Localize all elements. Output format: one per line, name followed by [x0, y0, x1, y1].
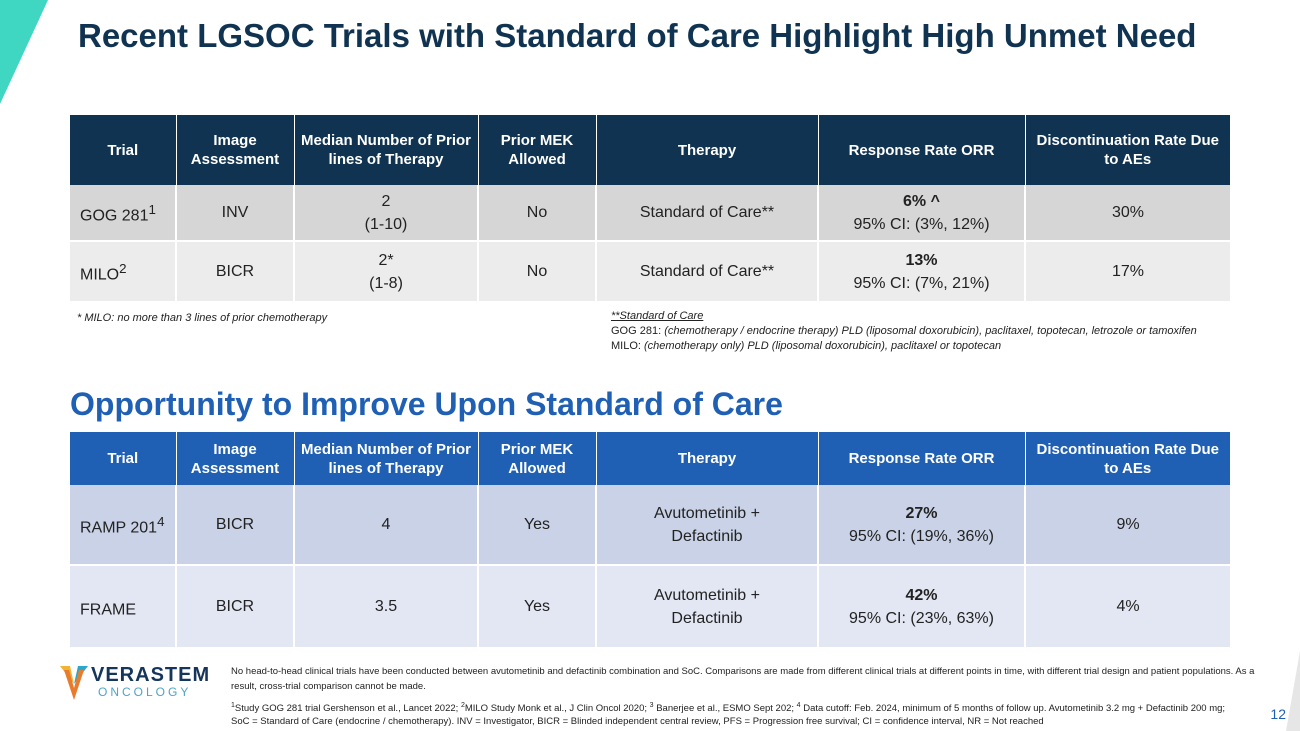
discontinuation-cell: 4%: [1024, 565, 1230, 647]
table-row: FRAME BICR 3.5 Yes Avutometinib + Defacti…: [70, 565, 1230, 647]
header-prior-lines: Median Number of Prior lines of Therapy: [293, 432, 478, 485]
header-image-assessment: Image Assessment: [175, 115, 294, 185]
header-trial: Trial: [70, 115, 176, 185]
header-response-rate: Response Rate ORR: [817, 432, 1025, 485]
table-header-row: Trial Image Assessment Median Number of …: [70, 115, 1230, 185]
opportunity-table: Trial Image Assessment Median Number of …: [70, 432, 1230, 647]
prior-lines-cell: 4: [293, 485, 478, 566]
orr-cell: 42% 95% CI: (23%, 63%): [817, 565, 1025, 647]
header-prior-mek: Prior MEK Allowed: [477, 115, 596, 185]
therapy-cell: Avutometinib + Defactinib: [595, 565, 818, 647]
prior-lines-cell: 2 (1-10): [293, 185, 478, 242]
soc-footnote-title: **Standard of Care: [611, 310, 704, 322]
table-row: MILO2 BICR 2* (1-8) No Standard of Care**…: [70, 241, 1230, 301]
therapy-cell: Avutometinib + Defactinib: [595, 485, 818, 566]
trial-cell: GOG 2811: [70, 185, 176, 242]
orr-cell: 13% 95% CI: (7%, 21%): [817, 241, 1025, 301]
soc-trials-table: Trial Image Assessment Median Number of …: [70, 115, 1230, 301]
assessment-cell: BICR: [175, 241, 294, 301]
mek-cell: No: [477, 241, 596, 301]
teal-corner-accent: [0, 0, 48, 104]
table-row: RAMP 2014 BICR 4 Yes Avutometinib + Defac…: [70, 485, 1230, 566]
header-discontinuation: Discontinuation Rate Due to AEs: [1024, 115, 1230, 185]
orr-cell: 6% ^ 95% CI: (3%, 12%): [817, 185, 1025, 242]
references: 1Study GOG 281 trial Gershenson et al., …: [231, 699, 1291, 728]
mek-cell: No: [477, 185, 596, 242]
assessment-cell: BICR: [175, 565, 294, 647]
prior-lines-cell: 2* (1-8): [293, 241, 478, 301]
page-title: Recent LGSOC Trials with Standard of Car…: [78, 17, 1197, 54]
assessment-cell: INV: [175, 185, 294, 242]
trial-cell: FRAME: [70, 565, 176, 647]
logo-subtitle: ONCOLOGY: [98, 685, 192, 699]
header-therapy: Therapy: [595, 432, 818, 485]
soc-footnote: **Standard of Care GOG 281: (chemotherap…: [611, 310, 1197, 352]
logo-wordmark: VERASTEM: [91, 664, 211, 686]
discontinuation-cell: 30%: [1024, 185, 1230, 242]
header-prior-mek: Prior MEK Allowed: [477, 432, 596, 485]
prior-lines-cell: 3.5: [293, 565, 478, 647]
mek-cell: Yes: [477, 565, 596, 647]
mek-cell: Yes: [477, 485, 596, 566]
verastem-logo: VERASTEM ONCOLOGY: [58, 662, 218, 702]
header-trial: Trial: [70, 432, 176, 485]
therapy-cell: Standard of Care**: [595, 185, 818, 242]
milo-footnote: * MILO: no more than 3 lines of prior ch…: [77, 312, 328, 324]
discontinuation-cell: 17%: [1024, 241, 1230, 301]
discontinuation-cell: 9%: [1024, 485, 1230, 566]
table-header-row: Trial Image Assessment Median Number of …: [70, 432, 1230, 485]
header-therapy: Therapy: [595, 115, 818, 185]
page-number: 12: [1270, 706, 1286, 722]
assessment-cell: BICR: [175, 485, 294, 566]
header-image-assessment: Image Assessment: [175, 432, 294, 485]
header-discontinuation: Discontinuation Rate Due to AEs: [1024, 432, 1230, 485]
therapy-cell: Standard of Care**: [595, 241, 818, 301]
header-prior-lines: Median Number of Prior lines of Therapy: [293, 115, 478, 185]
section-heading: Opportunity to Improve Upon Standard of …: [70, 386, 783, 422]
verastem-v-icon: [60, 666, 88, 700]
corner-accent-bottom-right: [1286, 651, 1300, 731]
trial-cell: MILO2: [70, 241, 176, 301]
trial-cell: RAMP 2014: [70, 485, 176, 566]
orr-cell: 27% 95% CI: (19%, 36%): [817, 485, 1025, 566]
table-row: GOG 2811 INV 2 (1-10) No Standard of Care…: [70, 185, 1230, 242]
header-response-rate: Response Rate ORR: [817, 115, 1025, 185]
abbreviations: SoC = Standard of Care (endocrine / chem…: [231, 716, 1044, 728]
disclaimer: No head-to-head clinical trials have bee…: [231, 666, 1255, 692]
